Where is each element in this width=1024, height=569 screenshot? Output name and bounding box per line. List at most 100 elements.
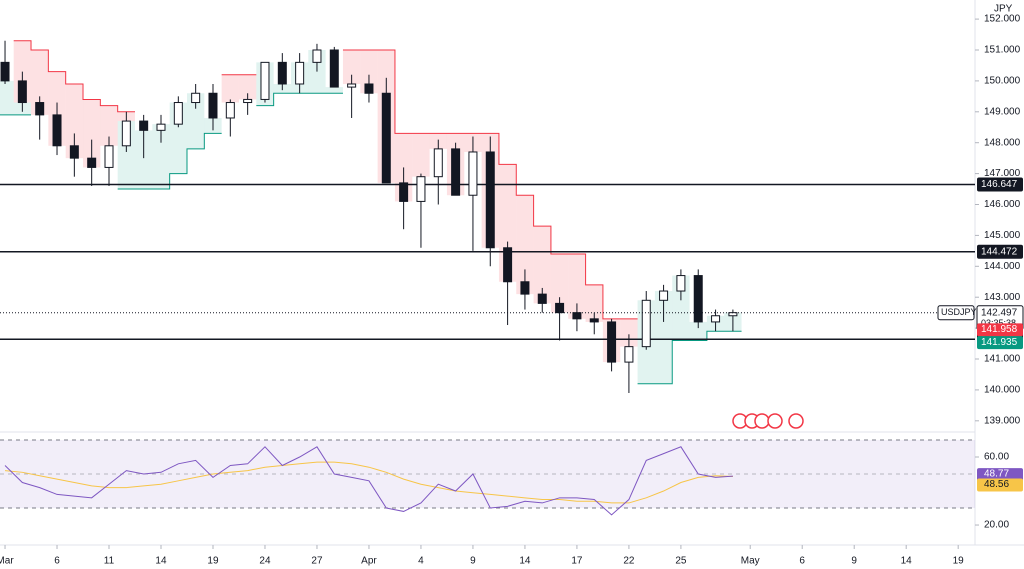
candle-body [485, 151, 495, 249]
trend-fill [672, 275, 690, 341]
x-tick-label: 19 [207, 556, 219, 567]
candle-body [624, 346, 634, 363]
y-tick-label: 150.000 [984, 76, 1021, 87]
x-tick-label: 9 [851, 556, 857, 567]
rsi-line [4, 446, 733, 516]
candle-body [555, 302, 565, 314]
y-tick-label: 144.000 [984, 261, 1021, 272]
trend-fill [186, 93, 205, 149]
trend-label: 141.958 [981, 324, 1018, 335]
trend-fill [325, 87, 343, 94]
rsi-tick-label: 20.00 [984, 520, 1009, 531]
trend-fill [516, 195, 534, 295]
candle-body [433, 148, 443, 178]
candle-body [0, 61, 10, 82]
supertrend-line [13, 40, 638, 320]
candle-body [364, 83, 374, 94]
trend-fill [221, 74, 239, 103]
x-tick-label: 24 [259, 556, 271, 567]
rsi-label: 48.77 [984, 469, 1009, 480]
event-icons [732, 413, 804, 429]
trend-fill [360, 49, 378, 94]
candle-body [572, 312, 582, 320]
rsi-ma-line [4, 461, 733, 504]
level-label-box [977, 177, 1023, 192]
candle-body [104, 145, 114, 168]
candle-body [520, 281, 530, 295]
y-tick-label: 149.000 [984, 106, 1021, 117]
candle-body [503, 247, 513, 283]
trend-fill [412, 133, 430, 177]
candle-body [312, 49, 322, 63]
trend-fill [689, 321, 707, 341]
x-tick-label: May [741, 556, 760, 567]
currency: JPY [994, 4, 1013, 15]
trend-label-box [977, 323, 1023, 337]
level-label: 146.647 [981, 179, 1018, 190]
x-tick-label: 6 [799, 556, 805, 567]
candle-body [659, 290, 669, 301]
x-tick-label: 17 [571, 556, 583, 567]
candle-body [173, 102, 183, 125]
candle-body [693, 275, 703, 323]
y-tick-label: 145.000 [984, 230, 1021, 241]
trend-fill [83, 99, 101, 168]
y-tick-label: 146.000 [984, 199, 1021, 210]
y-tick-label: 147.000 [984, 168, 1021, 179]
trend-fill [31, 49, 49, 115]
x-tick-label: 14 [519, 556, 531, 567]
candle-body [277, 61, 287, 85]
candle-body [35, 102, 45, 116]
y-tick-label: 140.000 [984, 385, 1021, 396]
candle-body [589, 318, 599, 323]
trend-fill [238, 74, 257, 100]
x-tick-label: 27 [311, 556, 323, 567]
candle-body [139, 120, 149, 131]
y-tick-label: 148.000 [984, 137, 1021, 148]
trend-label: 141.935 [981, 337, 1018, 348]
rsi-label: 48.56 [984, 479, 1009, 490]
candle-body [52, 114, 62, 147]
trend-fill [585, 284, 603, 322]
candle-body [191, 92, 201, 104]
candle-body [468, 151, 478, 196]
candle-body [537, 293, 547, 304]
rsi-label-box [977, 478, 1023, 492]
trend-label-box [977, 336, 1023, 350]
x-tick-label: 22 [623, 556, 635, 567]
x-tick-label: 4 [418, 556, 424, 567]
trend-fill [568, 253, 586, 319]
trend-fill [0, 80, 14, 115]
trend-fill [100, 105, 118, 146]
trend-fill [152, 124, 170, 190]
x-tick-label: 19 [953, 556, 965, 567]
level-label-box [977, 244, 1023, 259]
x-tick-label: 11 [104, 556, 115, 567]
candle-body [17, 80, 27, 104]
y-tick-label: 143.000 [984, 292, 1021, 303]
x-tick-label: Apr [361, 556, 377, 567]
trend-fill [135, 130, 153, 190]
trend-fill [342, 49, 361, 84]
candle-body [711, 315, 721, 323]
candle-body [121, 120, 131, 147]
candle-body [243, 98, 253, 104]
x-tick-label: 14 [901, 556, 913, 567]
candle-body [451, 148, 461, 196]
x-tick-label: Mar [0, 556, 14, 567]
y-tick-label: 141.000 [984, 354, 1021, 365]
candle-body [208, 92, 218, 119]
symbol-label: USDJPY [941, 307, 977, 317]
y-tick-label: 139.000 [984, 415, 1021, 426]
candle-body [156, 123, 166, 131]
trend-fill [65, 83, 84, 159]
rsi-tick-label: 60.00 [984, 452, 1009, 463]
candle-body [416, 176, 426, 202]
last-price-label: 142.497 [981, 307, 1018, 318]
candle-body [641, 299, 651, 348]
trend-fill [654, 291, 673, 384]
candle-body [607, 321, 617, 363]
symbol-box [937, 305, 975, 321]
